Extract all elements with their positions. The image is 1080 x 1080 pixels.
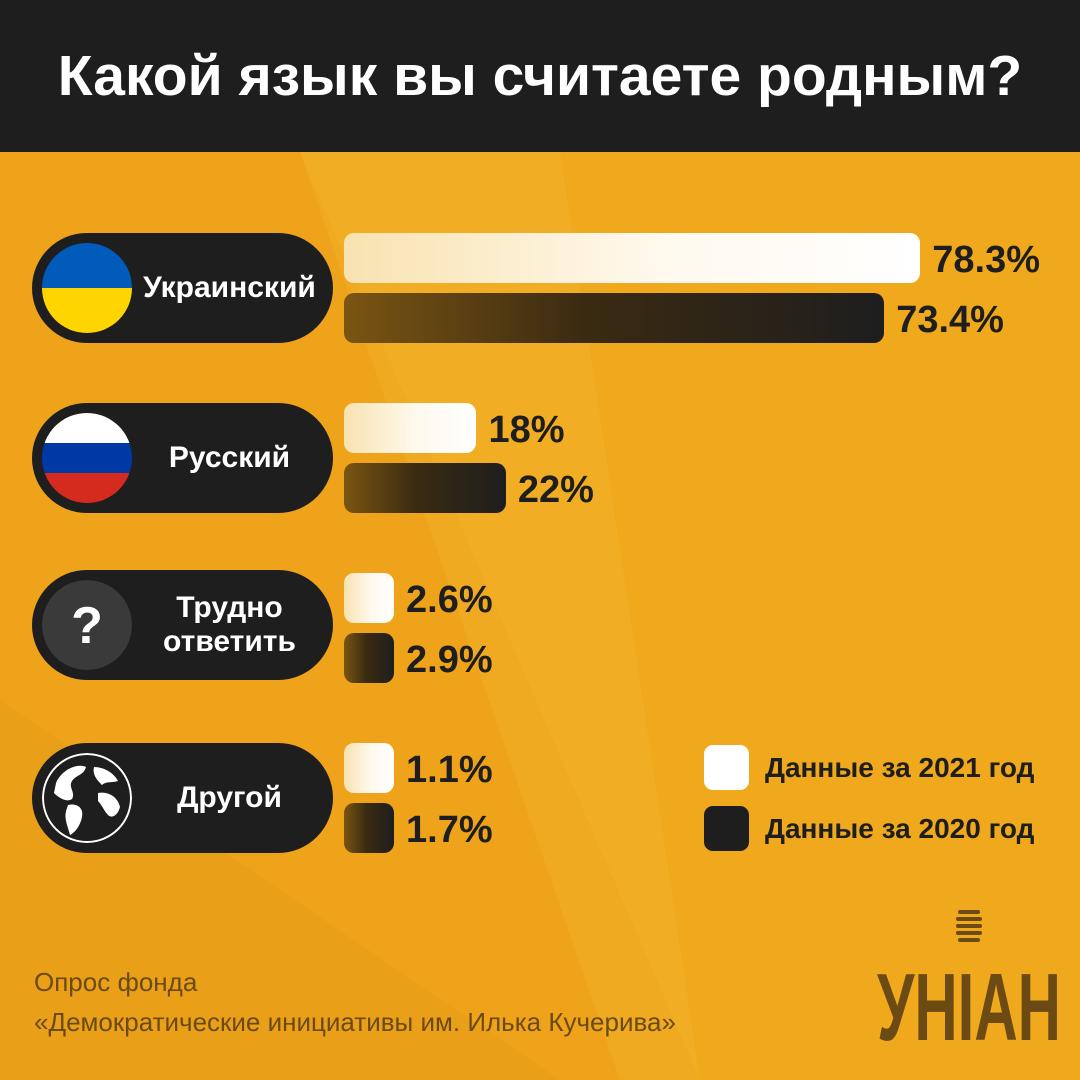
legend-label-2020: Данные за 2020 год (765, 812, 1035, 844)
russia-flag-icon (42, 413, 132, 503)
source-line-2: «Демократические инициативы им. Илька Ку… (34, 1007, 676, 1037)
source-line-1: Опрос фонда (34, 967, 198, 997)
category-label-line-1: Трудно (176, 591, 283, 624)
value-label-2020-other: 1.7% (406, 809, 493, 851)
value-label-2020-ukrainian: 73.4% (896, 299, 1004, 341)
bar-2021-other (344, 743, 394, 793)
globe-icon (42, 753, 132, 843)
header: Какой язык вы считаете родным? (0, 0, 1080, 152)
source-note: Опрос фонда «Демократические инициативы … (34, 962, 676, 1042)
value-label-2020-russian: 22% (517, 469, 594, 511)
value-label-2021-other: 1.1% (406, 749, 493, 791)
value-label-2021-ukrainian: 78.3% (932, 239, 1041, 281)
category-label: Украинский (143, 271, 316, 304)
question-mark-icon: ? (42, 580, 132, 670)
chart-title: Какой язык вы считаете родным? (57, 44, 1023, 108)
category-label: Трудно ответить (132, 570, 327, 680)
legend-label-2021: Данные за 2021 год (765, 751, 1035, 783)
legend-swatch-2020 (704, 806, 749, 851)
svg-text:?: ? (71, 597, 103, 655)
legend-item-2021: Данные за 2021 год (704, 745, 1034, 790)
value-label-2020-hard-to-answer: 2.9% (406, 639, 493, 681)
bar-2021-ukrainian (344, 233, 921, 283)
category-label: Другой (177, 781, 282, 814)
ukraine-flag-icon (42, 243, 132, 333)
bar-2020-other (344, 803, 394, 853)
category-pill-russian: Русский (32, 403, 333, 513)
bar-2020-russian (344, 463, 506, 513)
bar-2021-russian (344, 403, 477, 453)
svg-text:УНІАН: УНІАН (877, 954, 1061, 1048)
bar-2020-hard-to-answer (344, 633, 394, 683)
category-pill-hard-to-answer: ? Трудно ответить (32, 570, 333, 680)
category-label: Русский (168, 441, 291, 474)
bar-2021-hard-to-answer (344, 573, 394, 623)
unian-logo: УНІАН (877, 910, 1061, 1048)
value-label-2021-hard-to-answer: 2.6% (406, 579, 493, 621)
legend-item-2020: Данные за 2020 год (704, 806, 1034, 851)
category-label-line-2: ответить (163, 625, 296, 658)
category-pill-other: Другой (32, 743, 333, 853)
legend-swatch-2021 (704, 745, 749, 790)
bar-2020-ukrainian (344, 293, 885, 343)
value-label-2021-russian: 18% (488, 409, 565, 451)
category-pill-ukrainian: Украинский (32, 233, 333, 343)
